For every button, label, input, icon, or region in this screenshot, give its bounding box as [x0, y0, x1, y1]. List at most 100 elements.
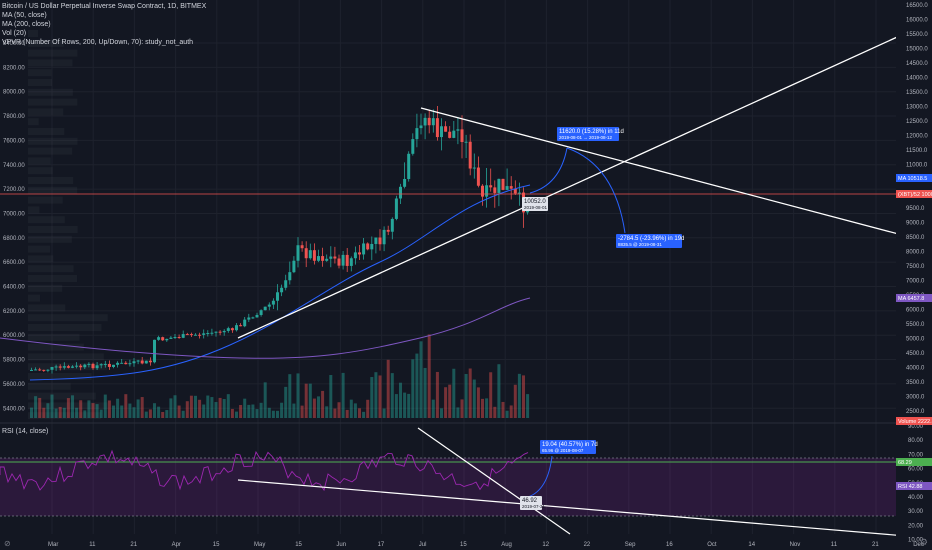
x-axis-tick: Nov — [790, 542, 801, 548]
trend-line-resistance — [420, 107, 907, 237]
volume-bar — [79, 400, 83, 418]
volume-bar — [99, 409, 103, 418]
vpvr-bar — [28, 382, 71, 390]
vpvr-bar — [28, 59, 73, 67]
gear-icon[interactable]: ⚙ — [919, 537, 928, 547]
vpvr-bar — [28, 128, 65, 135]
volume-bar — [423, 367, 427, 418]
candle-body — [173, 337, 177, 339]
candle-body — [198, 334, 202, 336]
price-badge: (XBT)/52 10007.5 — [898, 192, 932, 198]
volume-bar — [50, 394, 54, 418]
candle-body — [99, 364, 103, 366]
rsi-axis-tick: 90.00 — [908, 424, 924, 430]
trend-lines[interactable] — [237, 32, 907, 339]
volume-bar — [325, 406, 329, 418]
vpvr-bar — [28, 304, 66, 312]
volume-bars — [30, 334, 530, 418]
volume-bar — [235, 411, 238, 418]
candle-body — [296, 245, 300, 261]
candle-body — [34, 369, 38, 371]
volume-bar — [124, 394, 128, 418]
candle-body — [140, 360, 144, 364]
candle-body — [255, 314, 259, 318]
x-axis-tick: Mar — [48, 542, 58, 548]
volume-bar — [300, 405, 304, 418]
volume-bar — [30, 407, 33, 418]
right-axis-tick: 7000.0 — [906, 279, 925, 285]
chart-legend: Bitcoin / US Dollar Perpetual Inverse Sw… — [2, 2, 206, 47]
volume-bar — [198, 399, 202, 418]
candle-body — [431, 118, 435, 126]
left-axis-tick: 7400.00 — [3, 163, 25, 169]
volume-bar — [337, 402, 341, 418]
annotation-up-line2: 2019-08-01 → 2019-08-12 — [559, 135, 613, 140]
volume-bar — [194, 395, 197, 418]
legend-title: Bitcoin / US Dollar Perpetual Inverse Sw… — [2, 3, 207, 10]
rsi-badge: RSI 42.88 — [898, 484, 922, 490]
candle-body — [427, 117, 431, 126]
candle-body — [288, 272, 292, 281]
candle-body — [435, 118, 439, 138]
volume-bar — [153, 403, 156, 418]
x-axis-tick: 14 — [748, 542, 755, 548]
volume-bar — [230, 408, 234, 418]
candle-body — [444, 126, 448, 132]
left-axis-tick: 8000.00 — [3, 90, 25, 96]
rsi-band — [0, 458, 896, 516]
candle-body — [54, 366, 58, 368]
volume-bar — [34, 396, 38, 418]
candle-body — [169, 337, 173, 339]
volume-bar — [481, 398, 484, 418]
volume-bar — [349, 399, 353, 418]
volume-bar — [239, 404, 243, 418]
annotation-rsi-up-line2: 65.96 @ 2019-08-07 — [542, 448, 584, 453]
volume-bar — [394, 394, 398, 418]
volume-bar — [411, 359, 415, 418]
candle-body — [472, 167, 476, 169]
x-axis-tick: Dec — [913, 542, 924, 548]
volume-bar — [460, 399, 464, 418]
candle-body — [71, 366, 74, 368]
candle-body — [181, 334, 185, 338]
vpvr-bar — [28, 265, 74, 273]
vpvr-bar — [28, 392, 96, 400]
volume-bar — [38, 397, 42, 418]
right-axis-tick: 16500.0 — [906, 3, 928, 9]
candle-body — [460, 129, 464, 143]
annotation-point-line1: 10052.0 — [524, 199, 546, 205]
volume-bar — [251, 404, 255, 418]
candle-body — [476, 167, 480, 186]
x-axis-tick: Apr — [172, 542, 181, 548]
vpvr-bar — [28, 294, 41, 302]
vpvr-bar — [28, 324, 102, 331]
annotation-up-box — [557, 127, 619, 141]
candle-body — [489, 185, 493, 188]
volume-bar — [505, 410, 509, 418]
vpvr-bar — [28, 373, 92, 380]
vpvr-profile — [28, 30, 108, 420]
volume-bar — [452, 368, 456, 418]
right-axis-tick: 11500.0 — [906, 148, 928, 154]
volume-bar — [247, 404, 251, 418]
annotation-down-line2: 8835.5 @ 2019-08-31 — [618, 242, 662, 247]
right-axis-tick: 11000.0 — [906, 163, 928, 169]
volume-bar — [107, 400, 111, 418]
rsi-high-badge: 68.29 — [898, 460, 912, 466]
legend-ma200: MA (200, close) — [2, 21, 51, 28]
x-axis-tick: 15 — [295, 542, 302, 548]
candle-body — [66, 366, 70, 368]
candle-body — [128, 363, 132, 365]
volume-bar — [513, 384, 517, 418]
volume-bar — [280, 402, 284, 418]
rsi-trend-line — [237, 479, 907, 537]
tradingview-logo-icon: ⊘ — [4, 539, 11, 548]
volume-bar — [526, 394, 530, 418]
left-axis-tick: 6400.00 — [3, 285, 25, 291]
vpvr-bar — [28, 245, 51, 253]
rsi-high-badge-bg — [896, 458, 932, 466]
left-axis-tick: 7800.00 — [3, 114, 25, 120]
volume-bar — [218, 397, 222, 418]
